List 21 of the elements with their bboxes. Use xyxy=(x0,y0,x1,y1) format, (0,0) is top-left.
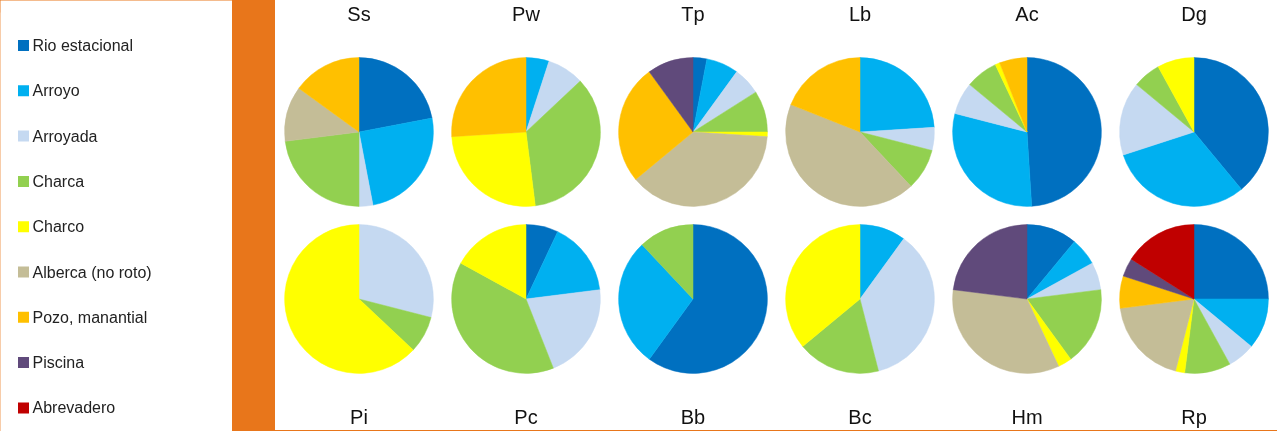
chart-title: Ss xyxy=(347,3,371,26)
legend-label: Charco xyxy=(32,218,85,236)
legend-label: Pozo, manantial xyxy=(32,308,148,326)
legend-label: Rio estacional xyxy=(32,37,133,54)
chart-title: Ac xyxy=(1015,3,1039,26)
text: Bb xyxy=(680,405,706,428)
legend-label: Alberca (no roto) xyxy=(32,263,152,281)
legend-label: Abrevadero xyxy=(32,399,116,417)
legend-label: Piscina xyxy=(32,354,85,372)
chart-title: Tp xyxy=(681,3,705,26)
text: Hm xyxy=(1011,405,1043,428)
legend-label: Arroyada xyxy=(32,127,98,145)
text: Rp xyxy=(1181,405,1207,428)
legend-label: Arroyo xyxy=(32,82,80,100)
text: Pc xyxy=(514,405,538,428)
legend-label: Charca xyxy=(32,172,85,190)
chart-title: Lb xyxy=(848,3,872,26)
text: Pi xyxy=(350,405,368,428)
chart-title: Pw xyxy=(512,3,541,26)
chart-title: Dg xyxy=(1181,3,1207,26)
text: Bc xyxy=(848,405,872,428)
